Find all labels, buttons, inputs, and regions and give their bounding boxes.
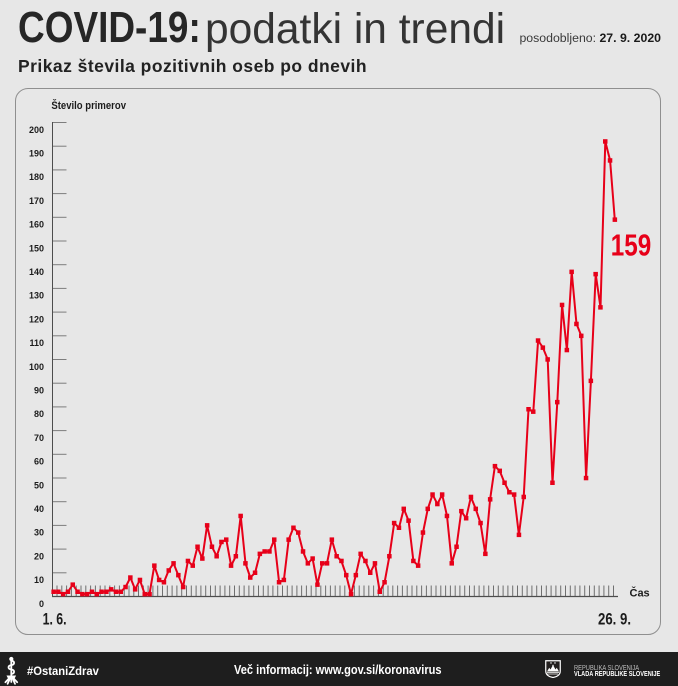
svg-text:90: 90 [34,386,44,396]
svg-text:60: 60 [34,457,44,467]
svg-text:130: 130 [29,291,44,301]
svg-text:Čas: Čas [630,587,650,600]
svg-text:100: 100 [29,362,44,372]
svg-text:200: 200 [29,125,44,135]
svg-text:30: 30 [34,528,44,538]
svg-text:0: 0 [39,599,44,609]
svg-text:150: 150 [29,243,44,253]
svg-text:80: 80 [34,409,44,419]
svg-text:1. 6.: 1. 6. [43,611,67,629]
svg-text:170: 170 [29,196,44,206]
svg-text:26. 9.: 26. 9. [598,611,631,629]
svg-text:50: 50 [34,480,44,490]
svg-text:140: 140 [29,267,44,277]
svg-text:70: 70 [34,433,44,443]
svg-text:20: 20 [34,551,44,561]
svg-text:110: 110 [29,338,44,348]
svg-text:Število primerov: Število primerov [51,99,126,112]
svg-text:180: 180 [29,172,44,182]
svg-text:160: 160 [29,220,44,230]
svg-text:120: 120 [29,314,44,324]
svg-text:159: 159 [611,228,652,263]
svg-text:40: 40 [34,504,44,514]
svg-text:10: 10 [34,575,44,585]
svg-text:190: 190 [29,149,44,159]
